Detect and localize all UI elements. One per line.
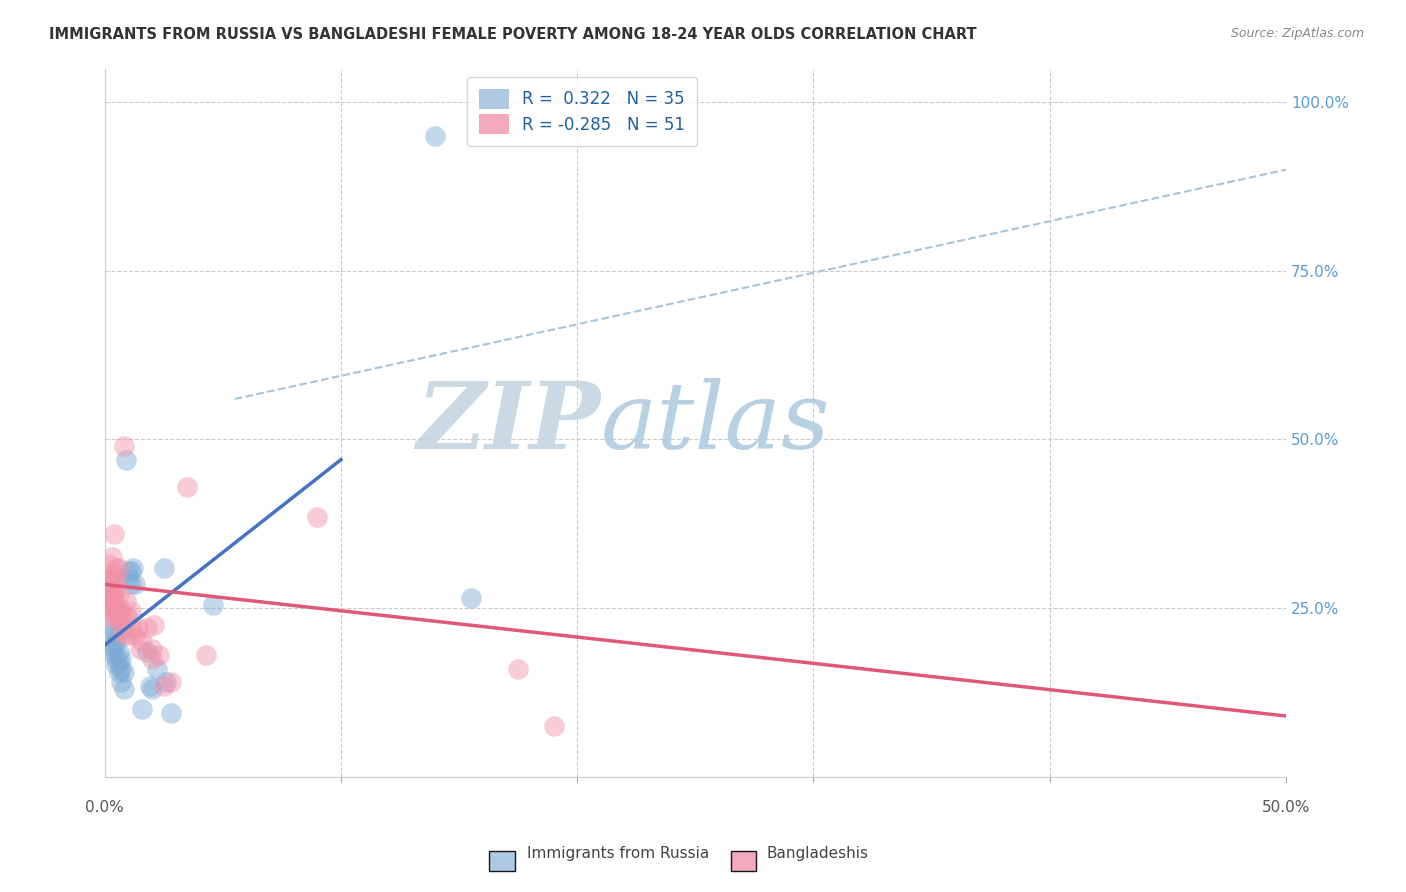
Point bbox=[103, 624, 125, 639]
Point bbox=[129, 641, 152, 656]
Point bbox=[143, 618, 166, 632]
Point bbox=[100, 645, 122, 659]
Point bbox=[141, 651, 163, 665]
Point bbox=[508, 662, 530, 676]
Point bbox=[124, 628, 146, 642]
Point bbox=[110, 651, 132, 665]
Point bbox=[120, 604, 142, 618]
Point bbox=[112, 681, 135, 696]
Text: atlas: atlas bbox=[600, 377, 831, 467]
Point bbox=[117, 564, 139, 578]
Point bbox=[105, 658, 128, 673]
Point bbox=[138, 679, 160, 693]
Text: ZIP: ZIP bbox=[416, 377, 600, 467]
Point bbox=[152, 560, 174, 574]
Point bbox=[141, 641, 163, 656]
Point bbox=[307, 510, 329, 524]
Point bbox=[103, 641, 125, 656]
Point bbox=[103, 527, 125, 541]
Point bbox=[131, 634, 153, 648]
Point bbox=[105, 651, 128, 665]
Point bbox=[108, 665, 131, 680]
Point bbox=[103, 601, 125, 615]
Point bbox=[105, 601, 128, 615]
Point bbox=[98, 604, 121, 618]
Point bbox=[105, 611, 128, 625]
Point bbox=[108, 601, 131, 615]
Point bbox=[120, 564, 142, 578]
Point bbox=[110, 662, 132, 676]
Point bbox=[110, 607, 132, 622]
Point bbox=[131, 702, 153, 716]
Point bbox=[543, 719, 565, 733]
Point bbox=[155, 675, 177, 690]
Point bbox=[98, 574, 121, 588]
Point bbox=[108, 645, 131, 659]
Text: 50.0%: 50.0% bbox=[1261, 800, 1310, 815]
Point bbox=[127, 621, 149, 635]
Point bbox=[145, 662, 167, 676]
Point bbox=[202, 598, 225, 612]
Point bbox=[124, 577, 146, 591]
Point bbox=[460, 591, 482, 605]
Point bbox=[120, 577, 142, 591]
Point bbox=[108, 588, 131, 602]
Point bbox=[100, 601, 122, 615]
Point bbox=[100, 638, 122, 652]
Point bbox=[112, 665, 135, 680]
Point bbox=[112, 628, 135, 642]
Point bbox=[103, 621, 125, 635]
Point bbox=[105, 560, 128, 574]
Point bbox=[110, 675, 132, 690]
Text: IMMIGRANTS FROM RUSSIA VS BANGLADESHI FEMALE POVERTY AMONG 18-24 YEAR OLDS CORRE: IMMIGRANTS FROM RUSSIA VS BANGLADESHI FE… bbox=[49, 27, 977, 42]
Point bbox=[100, 567, 122, 582]
Point bbox=[103, 571, 125, 585]
Point bbox=[100, 550, 122, 565]
Point bbox=[103, 588, 125, 602]
Point bbox=[159, 675, 181, 690]
Point bbox=[105, 628, 128, 642]
Point bbox=[120, 621, 142, 635]
Point bbox=[108, 607, 131, 622]
Point bbox=[159, 706, 181, 720]
Point bbox=[148, 648, 170, 663]
Point bbox=[176, 480, 198, 494]
Text: Immigrants from Russia: Immigrants from Russia bbox=[527, 846, 710, 861]
Point bbox=[105, 634, 128, 648]
Point bbox=[115, 452, 138, 467]
Point bbox=[110, 621, 132, 635]
Point bbox=[425, 128, 447, 143]
Point bbox=[96, 591, 118, 605]
Point bbox=[117, 611, 139, 625]
Point bbox=[103, 584, 125, 599]
Point bbox=[152, 679, 174, 693]
Point bbox=[105, 574, 128, 588]
Point bbox=[108, 560, 131, 574]
Point bbox=[141, 681, 163, 696]
Point bbox=[117, 628, 139, 642]
Text: Bangladeshis: Bangladeshis bbox=[766, 846, 869, 861]
Text: Source: ZipAtlas.com: Source: ZipAtlas.com bbox=[1230, 27, 1364, 40]
Point bbox=[136, 621, 159, 635]
Point bbox=[103, 611, 125, 625]
Point bbox=[195, 648, 218, 663]
Point bbox=[122, 560, 145, 574]
Point bbox=[117, 571, 139, 585]
Point bbox=[98, 598, 121, 612]
Point bbox=[115, 607, 138, 622]
Point bbox=[100, 584, 122, 599]
Point bbox=[100, 588, 122, 602]
Legend: R =  0.322   N = 35, R = -0.285   N = 51: R = 0.322 N = 35, R = -0.285 N = 51 bbox=[467, 77, 697, 146]
Text: 0.0%: 0.0% bbox=[86, 800, 124, 815]
Point bbox=[136, 645, 159, 659]
Point bbox=[100, 571, 122, 585]
Point bbox=[98, 558, 121, 572]
Point bbox=[108, 655, 131, 669]
Point bbox=[112, 439, 135, 453]
Point bbox=[115, 594, 138, 608]
